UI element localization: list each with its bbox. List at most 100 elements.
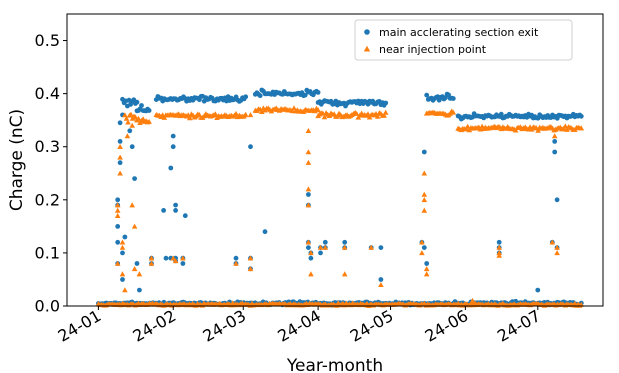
data-point <box>322 244 329 250</box>
data-point <box>117 120 123 126</box>
data-point <box>342 239 348 245</box>
data-point <box>132 176 138 182</box>
y-tick-label: 0.4 <box>35 84 60 103</box>
data-point <box>496 252 502 258</box>
data-point <box>139 103 144 108</box>
data-point <box>334 113 341 119</box>
data-point <box>469 297 476 303</box>
data-point <box>424 261 430 266</box>
data-point <box>117 170 123 176</box>
data-point <box>552 149 558 155</box>
data-point <box>374 113 381 119</box>
data-point <box>146 108 152 113</box>
data-point <box>131 266 138 272</box>
data-point <box>135 115 142 121</box>
data-point <box>137 287 142 293</box>
data-point <box>122 287 128 293</box>
data-point <box>308 271 314 277</box>
data-point <box>248 144 253 150</box>
data-point <box>173 202 179 208</box>
data-point <box>421 170 428 176</box>
y-tick-label: 0.1 <box>35 243 60 262</box>
data-point <box>421 245 427 251</box>
data-point <box>368 244 374 250</box>
data-point <box>117 139 123 144</box>
data-point <box>122 112 128 118</box>
data-point <box>383 100 389 106</box>
data-point <box>554 244 560 250</box>
data-point <box>180 255 186 261</box>
legend-marker-main-section-exit <box>364 29 370 35</box>
data-point <box>305 128 312 133</box>
data-point <box>496 244 502 250</box>
data-point <box>421 149 427 155</box>
data-point <box>233 260 239 266</box>
legend: main acclerating section exit near injec… <box>354 19 573 61</box>
data-point <box>421 191 428 197</box>
x-axis-label: Year-month <box>286 356 383 373</box>
data-point <box>496 239 502 245</box>
x-axis-ticks: 24-01 24-02 24-03 24-04 24-05 24-06 24-07 <box>55 306 544 346</box>
data-point <box>378 282 384 287</box>
data-point <box>578 125 585 131</box>
data-point <box>233 255 239 261</box>
series-layer <box>95 87 585 308</box>
data-point <box>129 144 135 150</box>
data-point <box>378 245 384 251</box>
data-point <box>443 95 448 101</box>
data-point <box>308 250 314 256</box>
legend-label-main-section-exit: main acclerating section exit <box>379 26 539 39</box>
data-point <box>122 234 128 240</box>
data-point <box>247 255 254 261</box>
series-injection-point <box>95 105 585 308</box>
data-point <box>423 271 430 277</box>
y-tick-label: 0.0 <box>35 297 60 316</box>
data-point <box>117 143 123 149</box>
data-point <box>302 92 308 98</box>
data-point <box>549 239 556 245</box>
data-point <box>212 111 219 117</box>
data-point <box>382 109 389 115</box>
data-point <box>129 122 135 128</box>
data-point <box>172 258 179 264</box>
data-point <box>161 208 167 213</box>
data-point <box>306 245 311 251</box>
data-point <box>535 127 541 133</box>
data-point <box>551 133 558 139</box>
data-point <box>170 255 176 261</box>
data-point <box>315 90 321 95</box>
x-tick-label: 24-05 <box>347 306 397 346</box>
data-point <box>148 260 155 266</box>
x-tick-label: 24-02 <box>129 306 179 346</box>
data-point <box>148 255 155 261</box>
data-point <box>114 260 121 266</box>
data-point <box>114 202 121 208</box>
data-point <box>115 239 121 245</box>
data-point <box>161 114 168 120</box>
data-point <box>315 107 321 113</box>
data-point <box>318 250 323 256</box>
data-point <box>554 250 560 256</box>
data-point <box>262 229 268 235</box>
plot-frame <box>66 13 604 307</box>
data-point <box>115 224 121 229</box>
data-point <box>114 207 121 213</box>
data-point <box>124 133 131 139</box>
data-point <box>305 159 312 165</box>
legend-label-injection-point: near injection point <box>379 43 487 56</box>
data-point <box>119 244 126 250</box>
data-point <box>117 160 123 166</box>
legend-marker-injection-point <box>363 45 371 52</box>
data-point <box>562 123 569 129</box>
data-point <box>498 111 504 117</box>
x-tick-label: 24-03 <box>199 306 249 346</box>
data-point <box>125 119 131 125</box>
data-point <box>535 287 541 293</box>
y-axis-ticks: 0.0 0.1 0.2 0.3 0.4 0.5 <box>35 31 67 316</box>
data-point <box>173 208 179 213</box>
data-point <box>163 255 169 261</box>
data-point <box>168 165 174 171</box>
data-point <box>114 212 121 218</box>
y-tick-label: 0.2 <box>35 190 60 209</box>
